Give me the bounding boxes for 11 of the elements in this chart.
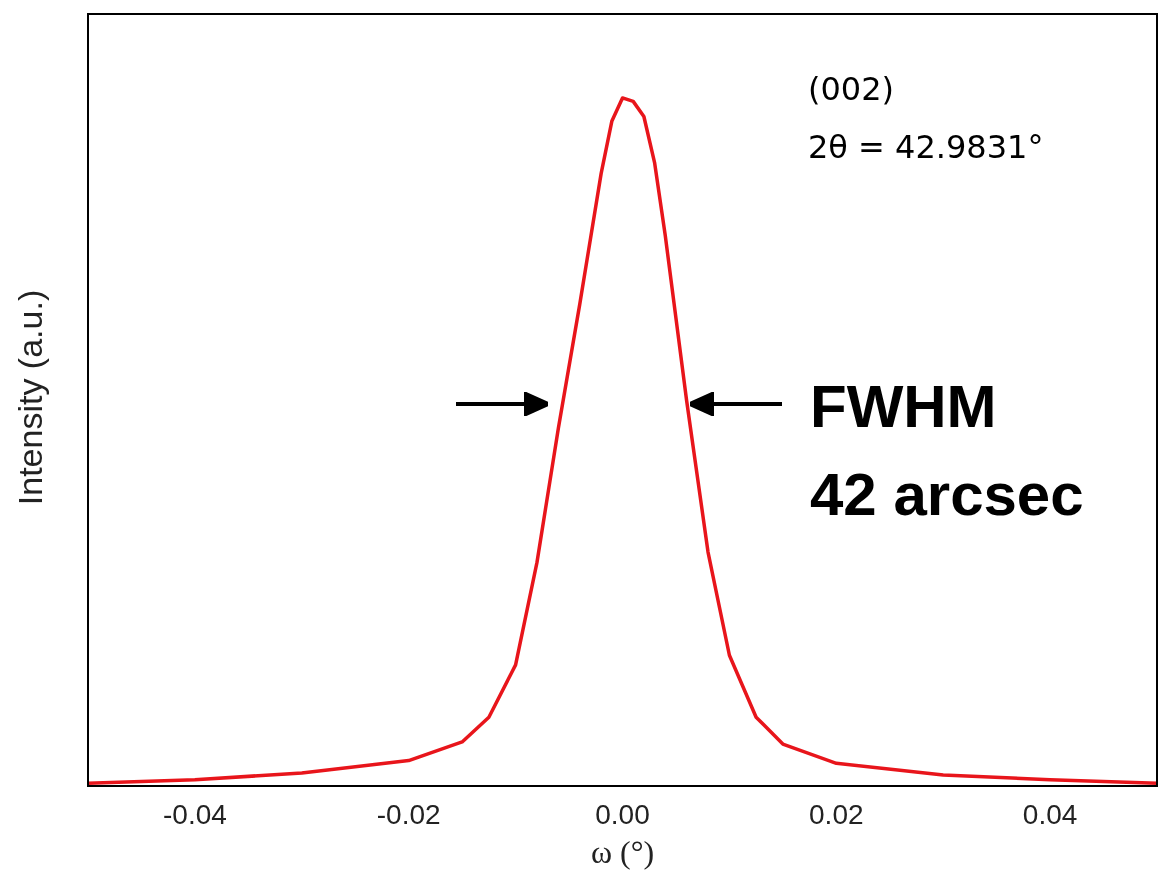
annotation: 42 arcsec [810,460,1084,529]
x-tick-label: 0.00 [595,798,650,830]
annotation: FWHM [810,372,997,441]
annotation: (002) [808,70,895,108]
annotation: 2θ = 42.9831° [808,128,1044,166]
x-tick-label: -0.04 [162,798,227,830]
x-tick-label: 0.02 [809,798,864,830]
x-axis-title: ω (°) [590,834,655,871]
x-tick-label: -0.02 [376,798,441,830]
y-axis-title: Intensity (a.u.) [10,288,50,508]
x-tick-label: 0.04 [1022,798,1078,830]
